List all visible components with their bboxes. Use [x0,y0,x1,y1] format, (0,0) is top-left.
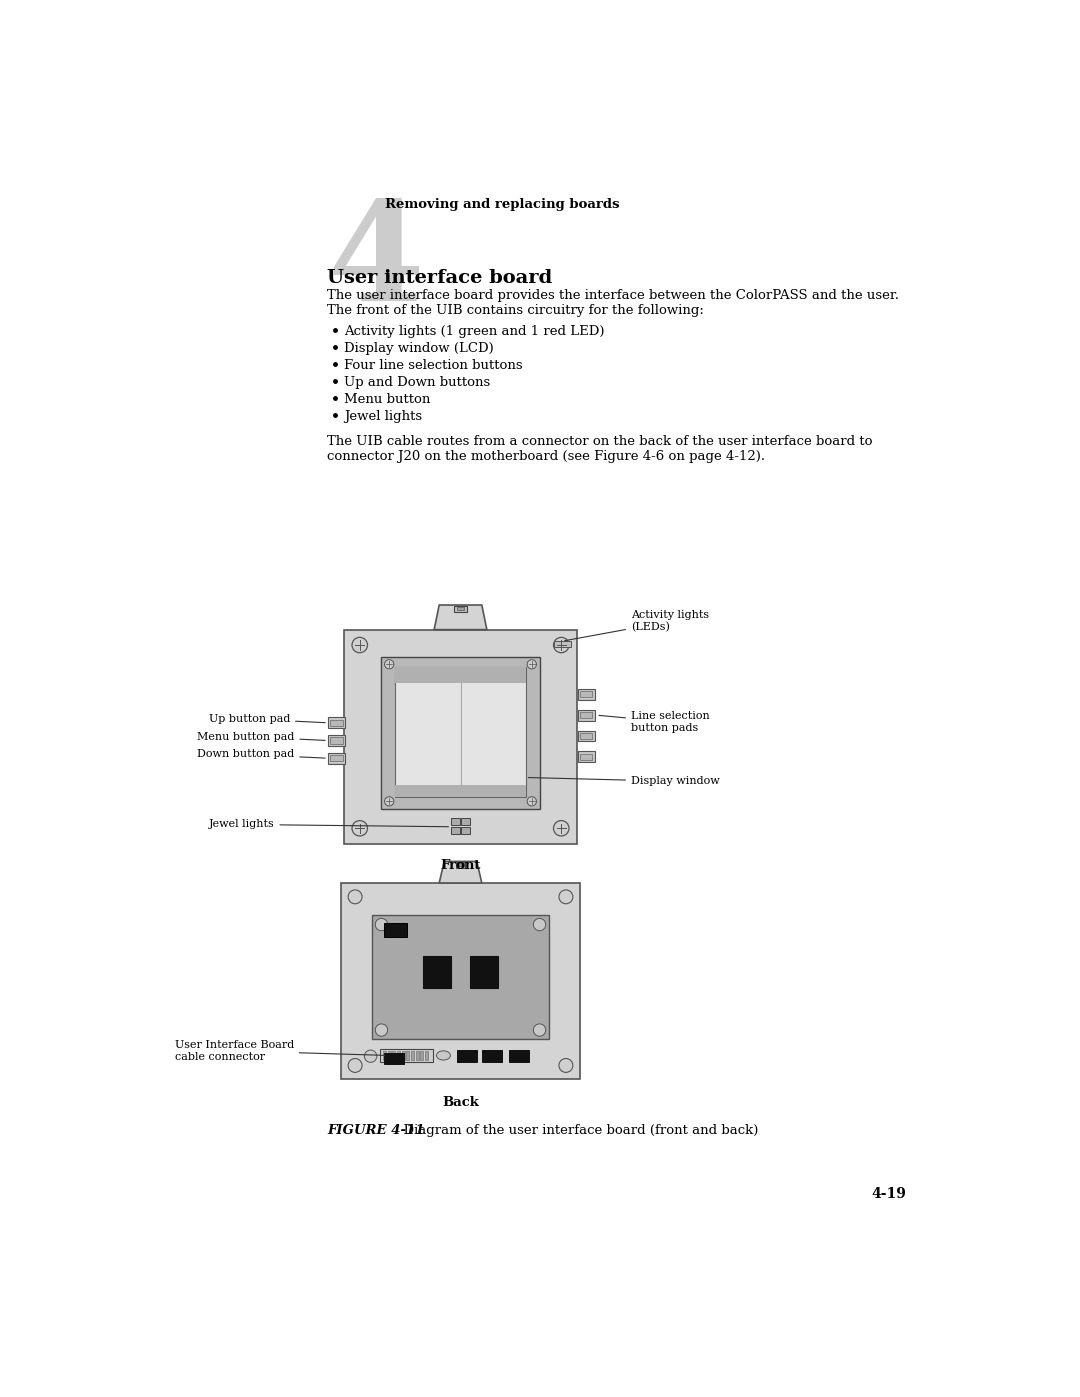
Text: User interface board: User interface board [327,270,553,288]
Bar [330,719,342,726]
Text: Removing and replacing boards: Removing and replacing boards [386,197,620,211]
Circle shape [348,1059,362,1073]
Circle shape [384,659,394,669]
Bar [580,753,592,760]
Text: Up button pad: Up button pad [208,714,325,724]
Bar [328,718,345,728]
Circle shape [375,918,388,930]
Bar [328,735,345,746]
Text: Front: Front [441,859,481,872]
Bar [392,1051,395,1060]
Bar [402,1051,405,1060]
Bar [461,819,470,826]
Text: Jewel lights: Jewel lights [208,820,448,830]
Text: Activity lights
(LEDs): Activity lights (LEDs) [565,610,710,641]
Text: Display window (LCD): Display window (LCD) [345,342,494,355]
Bar [482,1051,502,1062]
Bar [580,712,592,718]
Bar [383,923,407,937]
Text: Activity lights (1 green and 1 red LED): Activity lights (1 green and 1 red LED) [345,326,605,338]
Polygon shape [440,862,482,883]
Circle shape [554,820,569,835]
Text: The UIB cable routes from a connector on the back of the user interface board to: The UIB cable routes from a connector on… [327,434,873,448]
Ellipse shape [436,1051,450,1060]
Bar [580,692,592,697]
Circle shape [364,1051,377,1062]
Bar [410,1051,414,1060]
Bar [457,606,464,610]
Bar [380,1049,433,1062]
Bar [578,731,595,742]
Text: Diagram of the user interface board (front and back): Diagram of the user interface board (fro… [395,1125,759,1137]
Text: Menu button pad: Menu button pad [197,732,325,742]
Bar [554,641,570,647]
Bar [455,606,467,612]
Bar [330,738,342,743]
Text: Up and Down buttons: Up and Down buttons [345,376,490,390]
Bar [509,1051,529,1062]
Text: Menu button: Menu button [345,393,431,407]
Circle shape [534,918,545,930]
Bar [341,883,580,1080]
Circle shape [554,637,569,652]
Text: 4: 4 [327,196,424,330]
Circle shape [375,1024,388,1037]
Circle shape [352,820,367,835]
Bar [461,827,470,834]
Text: Line selection
button pads: Line selection button pads [599,711,710,733]
Text: Down button pad: Down button pad [197,749,325,760]
Bar [578,752,595,763]
Text: Back: Back [442,1097,478,1109]
Text: connector J20 on the motherboard (see Figure 4-6 on page 4-12).: connector J20 on the motherboard (see Fi… [327,450,766,464]
Text: Four line selection buttons: Four line selection buttons [345,359,523,373]
Bar [420,1051,423,1060]
Bar [383,1053,404,1065]
Bar [578,689,595,700]
Circle shape [534,1024,545,1037]
Text: User Interface Board
cable connector: User Interface Board cable connector [175,1039,384,1062]
Bar [458,863,463,866]
Bar [580,733,592,739]
Bar [423,956,451,989]
Bar [457,1051,476,1062]
Text: The user interface board provides the interface between the ColorPASS and the us: The user interface board provides the in… [327,289,900,302]
Bar [406,1051,409,1060]
Bar [395,785,526,796]
Text: The front of the UIB contains circuitry for the following:: The front of the UIB contains circuitry … [327,305,704,317]
Polygon shape [434,605,487,630]
Bar [395,668,526,796]
Bar [388,1051,391,1060]
Text: Jewel lights: Jewel lights [345,411,422,423]
Bar [345,630,577,844]
Bar [456,862,465,868]
Bar [397,1051,400,1060]
Bar [395,668,526,683]
Bar [451,827,460,834]
Bar [330,756,342,761]
Circle shape [352,637,367,652]
Circle shape [527,796,537,806]
Bar [383,1051,387,1060]
Circle shape [559,1059,572,1073]
Bar [451,819,460,826]
Bar [416,1051,419,1060]
Bar [424,1051,428,1060]
Bar [381,657,540,809]
Bar [373,915,549,1039]
Bar [578,710,595,721]
Circle shape [384,796,394,806]
Circle shape [527,659,537,669]
Text: 4-19: 4-19 [872,1187,906,1201]
Text: FIGURE 4-11: FIGURE 4-11 [327,1125,424,1137]
Circle shape [348,890,362,904]
Bar [470,956,498,989]
Text: Display window: Display window [528,777,719,787]
Bar [328,753,345,764]
Circle shape [559,890,572,904]
